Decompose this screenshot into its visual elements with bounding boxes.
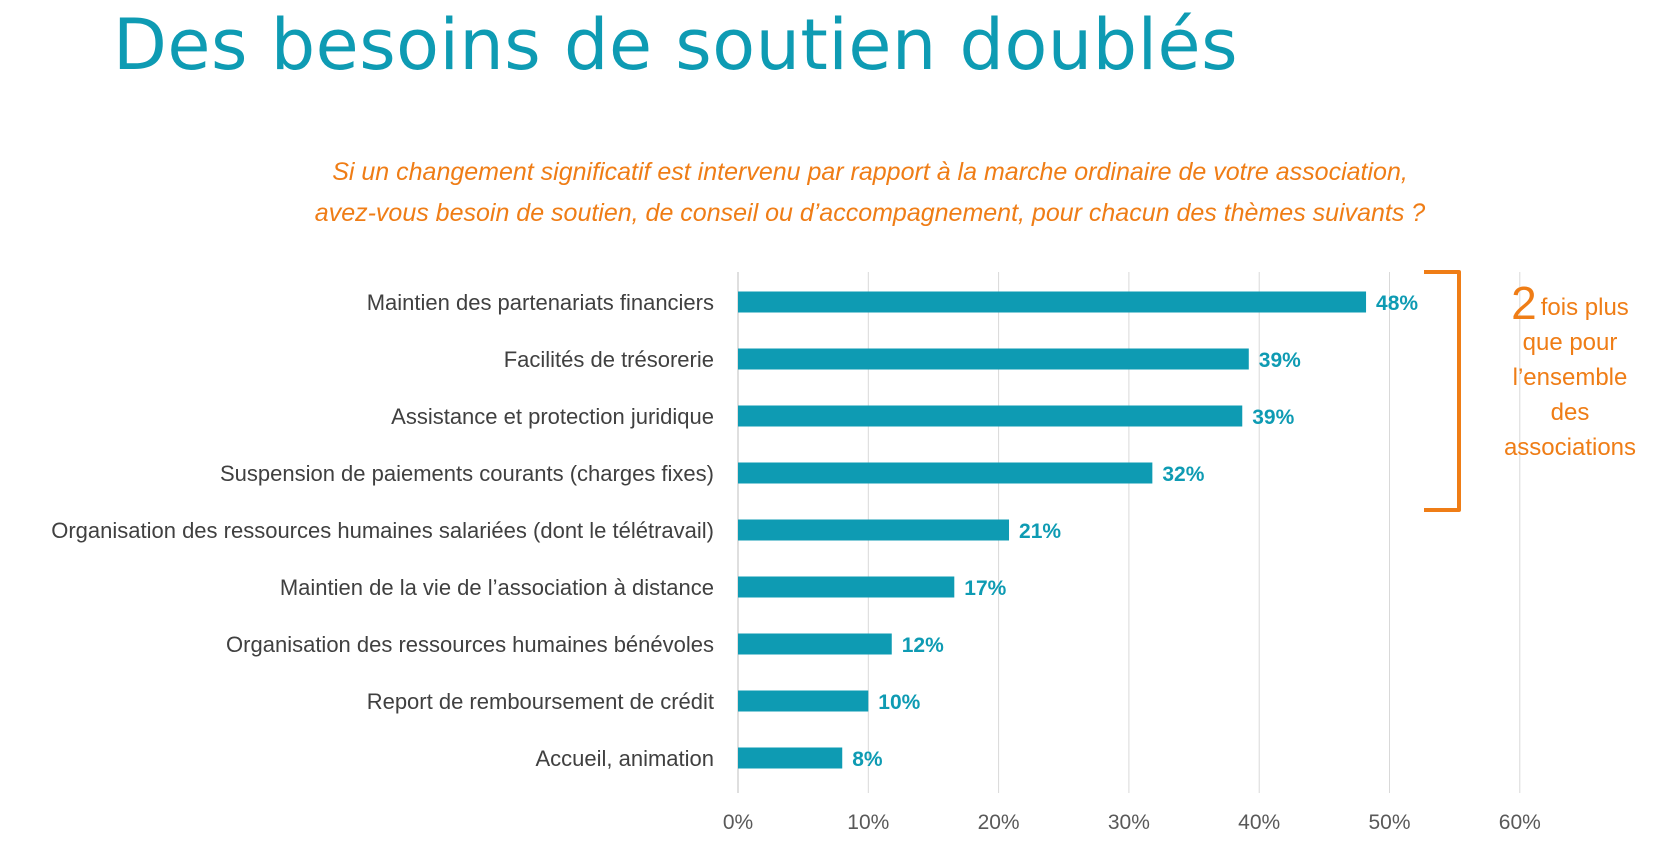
data-label: 12%: [902, 634, 944, 657]
category-label: Facilités de trésorerie: [504, 347, 714, 372]
callout-line-1: fois plus: [1540, 294, 1629, 321]
bar: [738, 690, 869, 712]
x-tick-label: 30%: [1108, 811, 1150, 834]
bracket: [1424, 270, 1461, 512]
callout-line-3: l’ensemble: [1512, 364, 1628, 391]
callout-line-5: associations: [1503, 434, 1637, 461]
data-label: 21%: [1019, 520, 1061, 543]
x-tick-label: 40%: [1238, 811, 1280, 834]
bar: [738, 576, 955, 598]
x-tick-label: 20%: [978, 811, 1020, 834]
x-tick-label: 10%: [847, 811, 889, 834]
bar: [738, 405, 1243, 427]
question-line-1: Si un changement significatif est interv…: [332, 158, 1408, 186]
bar: [738, 633, 892, 655]
data-label: 32%: [1162, 463, 1204, 486]
bar: [738, 462, 1153, 484]
slide-title: Des besoins de soutien doublés: [113, 4, 1239, 86]
category-label: Accueil, animation: [535, 746, 714, 771]
survey-question: Si un changement significatif est interv…: [0, 152, 1668, 234]
callout-text: 2 fois plus que pour l’ensemble des assoc…: [1475, 280, 1665, 465]
callout-line-4: des: [1550, 399, 1590, 426]
bar: [738, 747, 843, 769]
category-label: Organisation des ressources humaines bén…: [226, 632, 714, 657]
category-label: Maintien des partenariats financiers: [367, 290, 714, 315]
bar: [738, 348, 1249, 370]
data-label: 39%: [1259, 349, 1301, 372]
category-label: Report de remboursement de crédit: [367, 689, 714, 714]
data-label: 39%: [1252, 406, 1294, 429]
bar: [738, 519, 1010, 541]
bar: [738, 291, 1367, 313]
category-label: Suspension de paiements courants (charge…: [220, 461, 714, 486]
data-label: 17%: [964, 577, 1006, 600]
callout-line-2: que pour: [1522, 329, 1618, 356]
category-label: Assistance et protection juridique: [391, 404, 714, 429]
category-label: Maintien de la vie de l’association à di…: [280, 575, 714, 600]
x-tick-label: 50%: [1368, 811, 1410, 834]
data-label: 8%: [852, 748, 883, 771]
data-label: 10%: [878, 691, 920, 714]
callout-multiplier: 2: [1511, 277, 1537, 329]
question-line-2: avez-vous besoin de soutien, de conseil …: [314, 199, 1426, 227]
x-tick-label: 60%: [1499, 811, 1541, 834]
category-label: Organisation des ressources humaines sal…: [51, 518, 714, 543]
data-label: 48%: [1376, 292, 1418, 315]
x-tick-label: 0%: [723, 811, 753, 834]
